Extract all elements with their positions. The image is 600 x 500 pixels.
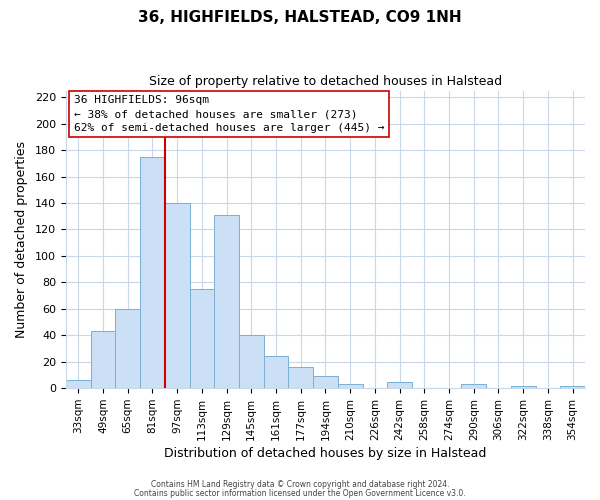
Bar [190,289,214,388]
Bar [338,384,362,388]
Bar [560,386,585,388]
Bar [289,367,313,388]
Bar [461,384,486,388]
Bar [313,376,338,388]
Bar [91,332,115,388]
Text: Contains HM Land Registry data © Crown copyright and database right 2024.: Contains HM Land Registry data © Crown c… [151,480,449,489]
Text: Contains public sector information licensed under the Open Government Licence v3: Contains public sector information licen… [134,488,466,498]
Text: 36 HIGHFIELDS: 96sqm
← 38% of detached houses are smaller (273)
62% of semi-deta: 36 HIGHFIELDS: 96sqm ← 38% of detached h… [74,95,384,133]
Bar [214,215,239,388]
Bar [387,382,412,388]
Bar [66,380,91,388]
Bar [165,203,190,388]
Y-axis label: Number of detached properties: Number of detached properties [15,141,28,338]
Bar [263,356,289,388]
Text: 36, HIGHFIELDS, HALSTEAD, CO9 1NH: 36, HIGHFIELDS, HALSTEAD, CO9 1NH [138,10,462,25]
X-axis label: Distribution of detached houses by size in Halstead: Distribution of detached houses by size … [164,447,487,460]
Bar [115,309,140,388]
Bar [239,336,263,388]
Bar [140,156,165,388]
Bar [511,386,536,388]
Title: Size of property relative to detached houses in Halstead: Size of property relative to detached ho… [149,75,502,88]
